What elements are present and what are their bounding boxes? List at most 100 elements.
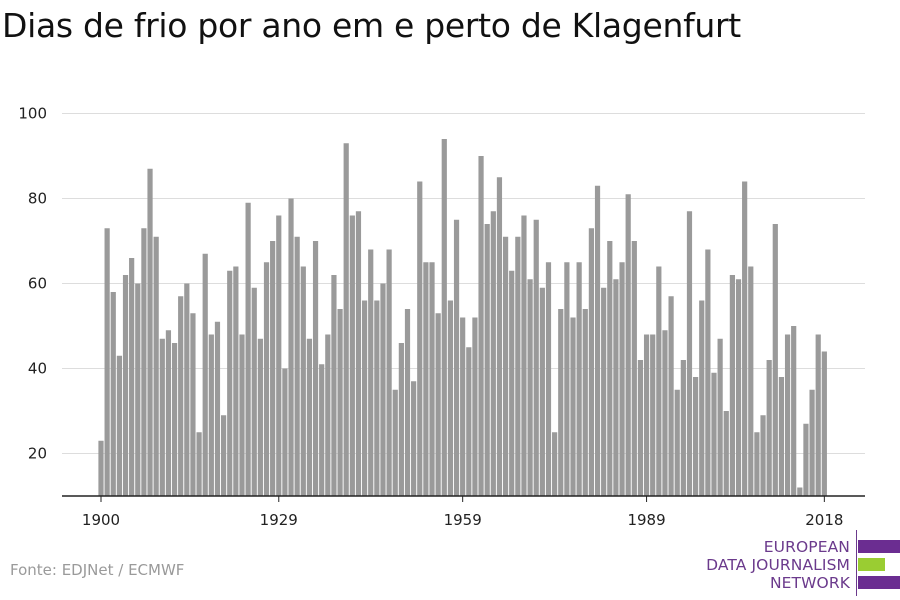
bar-1997 (693, 377, 699, 496)
bar-1951 (411, 381, 417, 496)
bar-1929 (276, 215, 282, 496)
bar-1931 (288, 198, 294, 496)
bar-1944 (368, 249, 374, 496)
bar-1936 (319, 364, 325, 496)
bar-1933 (300, 266, 306, 496)
bar-2018 (821, 351, 827, 496)
bar-1994 (674, 389, 680, 496)
bar-1978 (576, 262, 582, 496)
bar-1984 (613, 279, 619, 496)
bar-1912 (171, 343, 178, 496)
bar-1964 (490, 211, 496, 496)
bar-2012 (784, 334, 791, 496)
bar-2010 (772, 224, 778, 496)
bar-1970 (527, 279, 533, 496)
bar-1906 (135, 283, 141, 496)
bar-1946 (380, 283, 386, 496)
bar-1907 (141, 228, 147, 496)
chart-title: Dias de frio por ano em e perto de Klage… (2, 6, 741, 45)
bar-1977 (570, 317, 576, 496)
y-tick-label: 80 (28, 190, 47, 208)
bar-1928 (270, 241, 276, 496)
bar-1976 (564, 262, 570, 496)
bar-1923 (239, 334, 245, 496)
bar-1995 (680, 360, 686, 496)
edjnet-logo: EUROPEAN DATA JOURNALISM NETWORK (700, 528, 900, 598)
bar-1921 (227, 270, 233, 496)
bar-1925 (251, 287, 257, 496)
bar-1917 (202, 253, 208, 496)
bar-1982 (601, 287, 607, 496)
bar-1952 (417, 181, 423, 496)
bar-2009 (766, 360, 772, 496)
bar-1905 (129, 258, 135, 496)
bar-1935 (312, 241, 319, 496)
bar-1953 (423, 262, 429, 496)
bar-1956 (441, 139, 447, 496)
bar-1914 (184, 283, 190, 496)
bar-2002 (723, 411, 729, 496)
bar-2003 (729, 275, 735, 496)
bar-1992 (662, 330, 668, 496)
bar-1954 (429, 262, 435, 496)
bar-2011 (778, 377, 785, 496)
bar-2016 (809, 389, 815, 496)
logo-line-3: NETWORK (769, 574, 850, 592)
bar-2014 (797, 487, 803, 496)
bar-1974 (552, 432, 558, 496)
x-tick-label: 1929 (260, 511, 298, 529)
bar-1941 (349, 215, 355, 496)
bar-1915 (190, 313, 196, 496)
bar-1943 (361, 300, 368, 496)
bar-1948 (392, 389, 398, 496)
logo-divider (856, 530, 857, 596)
bar-1958 (453, 219, 460, 496)
bar-2005 (742, 181, 748, 496)
bar-1957 (447, 300, 454, 496)
bar-1955 (435, 313, 441, 496)
logo-line-2: DATA JOURNALISM (706, 556, 850, 574)
bar-1981 (594, 185, 601, 496)
bar-1900 (98, 440, 104, 496)
bar-1961 (472, 317, 478, 496)
bar-1999 (705, 249, 711, 496)
bar-1909 (153, 236, 159, 496)
bar-1989 (643, 334, 650, 496)
logo-bar-2 (858, 558, 885, 571)
bar-2007 (754, 432, 760, 496)
bar-1979 (582, 309, 588, 496)
logo-line-1: EUROPEAN (763, 538, 850, 556)
bar-2000 (711, 372, 717, 496)
bar-1904 (122, 275, 129, 496)
bar-1926 (257, 338, 263, 496)
bar-1972 (539, 287, 545, 496)
bar-1969 (521, 215, 527, 496)
bar-1993 (668, 296, 674, 496)
bar-1966 (502, 236, 509, 496)
x-axis-ticks: 1900 1929 1959 1989 2018 (82, 496, 843, 529)
bar-1922 (233, 266, 239, 496)
bar-2008 (760, 415, 766, 496)
x-tick-label: 2018 (805, 511, 843, 529)
bar-1938 (331, 275, 337, 496)
bar-1908 (147, 168, 153, 496)
bar-1983 (607, 241, 613, 496)
bar-1991 (656, 266, 662, 496)
bar-1965 (496, 177, 503, 496)
bar-1990 (650, 334, 656, 496)
bar-1996 (686, 211, 693, 496)
bar-1920 (221, 415, 227, 496)
bar-1903 (116, 355, 122, 496)
bar-1910 (159, 338, 165, 496)
bar-1901 (104, 228, 110, 496)
bar-1934 (306, 338, 313, 496)
x-tick-label: 1989 (627, 511, 665, 529)
bar-1975 (558, 309, 564, 496)
bar-1960 (466, 347, 472, 496)
bar-1980 (588, 228, 594, 496)
bar-1967 (509, 270, 515, 496)
logo-bar-3 (858, 576, 900, 589)
bar-1988 (637, 360, 644, 496)
bar-1973 (545, 262, 552, 496)
y-tick-label: 20 (28, 445, 47, 463)
